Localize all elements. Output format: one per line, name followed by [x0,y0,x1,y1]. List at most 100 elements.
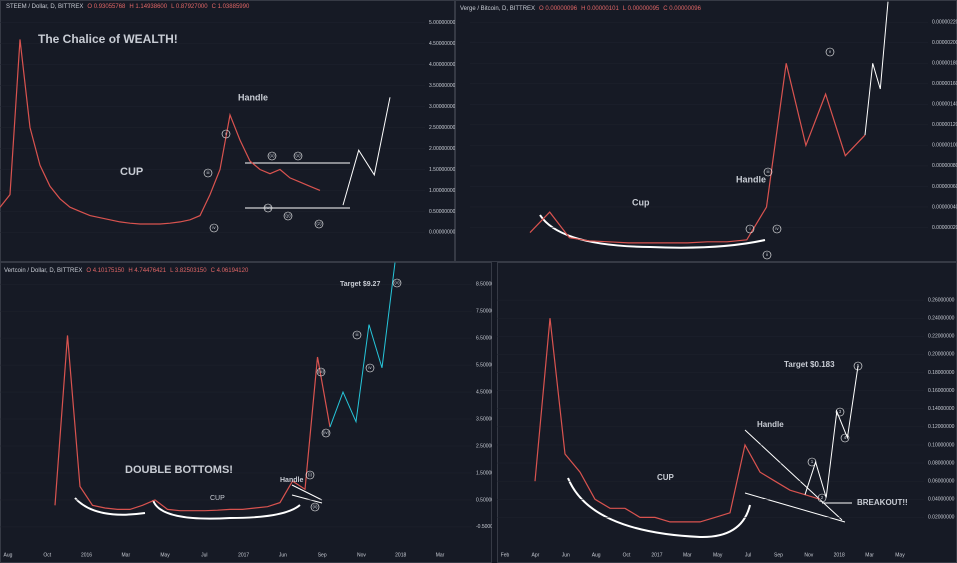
ohlc-value: O 0.00000096 [539,6,578,12]
x-tick-label: Jul [201,552,207,558]
chart-header: STEEM / Dollar, D, BITTREX O 0.93055768 H … [6,4,250,10]
annotation: BREAKOUT!! [857,498,908,507]
x-tick-label: Jun [562,552,570,558]
ohlc-value: C 0.00000096 [663,6,701,12]
y-tick-label: 0.00000200 [932,40,957,46]
price-line [534,318,821,523]
wave-marker [221,129,231,139]
wave-label: ii [766,252,768,257]
x-tick-label: Mar [865,552,874,558]
y-tick-label: 0.20000000 [928,352,955,358]
x-tick-label: 2017 [651,552,662,558]
wave-marker [321,428,331,438]
wave-label: (i) [308,472,312,477]
y-tick-label: 0.16000000 [928,388,955,394]
y-tick-label: 0.12000000 [928,424,955,430]
panel: -0.50000000 0.50000000 1.50000000 2.5000000… [0,262,503,558]
y-tick-label: 0.10000000 [928,442,955,448]
y-tick-label: 0.26000000 [928,297,955,303]
annotation: Handle [238,92,268,102]
y-tick-label: 0.00000120 [932,122,957,128]
y-tick-label: 0.18000000 [928,370,955,376]
wave-label: (z) [316,221,322,226]
ohlc-value: L 0.00000095 [623,6,660,12]
wave-marker [209,223,219,233]
x-tick-label: Aug [592,552,601,558]
x-tick-label: Sep [318,552,327,558]
y-tick-label: 0.02000000 [928,515,955,521]
projection-line [864,1,889,136]
ohlc-value: C 1.03885990 [212,4,250,10]
wave-marker [817,493,827,503]
x-tick-label: Mar [683,552,692,558]
wave-marker [267,151,277,161]
y-tick-label: 3.50000000 [476,416,503,422]
wave-marker [825,47,835,57]
wave-marker [316,367,326,377]
y-tick-label: 0.00000020 [932,225,957,231]
wave-marker [807,457,817,467]
ohlc-value: C 4.06194120 [211,268,249,274]
annotation: CUP [657,473,675,482]
y-tick-label: 6.50000000 [476,335,503,341]
wave-marker [853,361,863,371]
y-tick-label: 0.50000000 [429,209,456,215]
y-tick-label: 0.00000160 [932,81,957,87]
price-line [0,39,321,225]
ohlc-value: H 4.74476421 [128,268,166,274]
wave-marker [263,203,273,213]
annotation: Target $9.27 [340,281,380,288]
x-tick-label: Feb [501,552,510,558]
wave-label: 2 [821,495,824,500]
y-tick-label: 1.00000000 [429,188,456,194]
wave-marker [840,433,850,443]
wave-marker [763,167,773,177]
x-tick-label: Jun [279,552,287,558]
y-tick-label: 3.00000000 [429,104,456,110]
wave-label: 3 [839,409,842,414]
y-tick-label: 0.00000100 [932,143,957,149]
wave-label: v [225,131,228,136]
y-tick-label: 5.50000000 [476,362,503,368]
header-title: STEEM / Dollar, D, BITTREX [6,4,83,10]
x-tick-label: Apr [531,552,539,558]
annotation: The Chalice of WEALTH! [38,32,178,46]
annotation: CUP [210,495,225,502]
wave-marker [293,151,303,161]
price-line [54,335,331,512]
y-tick-label: 2.00000000 [429,146,456,152]
wave-label: 4 [844,435,847,440]
y-tick-label: 0.22000000 [928,334,955,340]
wave-marker [835,407,845,417]
chart-header: Vertcoin / Dollar, D, BITTREX O 4.1017515… [4,268,249,274]
y-tick-label: 0.00000040 [932,204,957,210]
y-tick-label: 2.50000000 [476,443,503,449]
y-tick-label: 0.06000000 [928,478,955,484]
wave-marker [392,278,402,288]
price-line [529,63,866,244]
ohlc-value: O 4.10175150 [86,268,125,274]
y-tick-label: 1.50000000 [429,167,456,173]
y-tick-label: 0.00000220 [932,20,957,26]
y-tick-label: 0.08000000 [928,460,955,466]
panel: 0.00000000 0.50000000 1.00000000 1.50000000… [0,4,456,236]
x-tick-label: 2018 [395,552,406,558]
wave-marker [365,363,375,373]
x-tick-label: 2017 [238,552,249,558]
wave-marker [305,470,315,480]
y-tick-label: 8.50000000 [476,282,503,288]
x-tick-label: Oct [623,552,631,558]
wave-label: 5 [857,363,860,368]
y-tick-label: 0.04000000 [928,497,955,503]
x-tick-label: Mar [436,552,445,558]
wave-label: (iii) [318,369,324,374]
projection-line [804,366,859,498]
y-tick-label: 0.00000060 [932,184,957,190]
x-tick-label: Mar [122,552,131,558]
x-tick-label: 2016 [81,552,92,558]
annotation: Target $0.183 [784,360,835,369]
wave-label: iii [767,169,770,174]
y-tick-label: 4.00000000 [429,62,456,68]
y-tick-label: 0.00000000 [429,230,456,236]
